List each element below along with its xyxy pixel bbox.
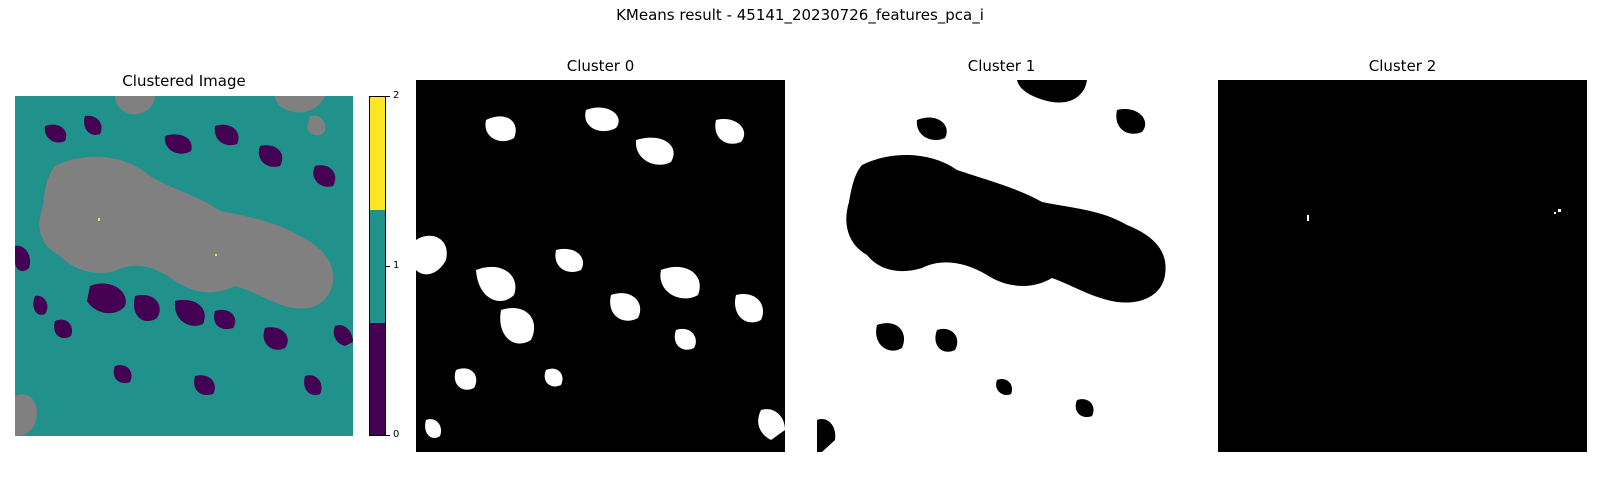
cluster-2-mask <box>1307 209 1561 221</box>
clustered-image-svg <box>15 96 353 436</box>
cluster-1-title: Cluster 1 <box>967 57 1036 75</box>
cluster-2-title: Cluster 2 <box>1368 57 1437 75</box>
colorbar-tick-2 <box>386 96 390 97</box>
colorbar-ticklabel-0: 0 <box>393 429 400 440</box>
colorbar-segment-1 <box>370 210 385 323</box>
cluster-2-plot <box>1218 80 1587 452</box>
colorbar-tick-0 <box>386 435 390 436</box>
clustered-image-title: Clustered Image <box>122 72 246 90</box>
cluster-1-plot <box>817 80 1186 452</box>
cluster-0-svg <box>416 107 785 440</box>
cluster-2-pixels <box>98 218 217 256</box>
masked-region <box>15 96 334 436</box>
cluster-2-svg <box>1307 209 1561 221</box>
clustered-image-plot <box>15 96 353 436</box>
cluster-0-plot <box>416 80 785 452</box>
colorbar-tick-1 <box>386 266 390 267</box>
colorbar-ticklabel-2: 2 <box>393 90 400 101</box>
cluster-1-inverse <box>817 80 1166 452</box>
colorbar-ticklabel-1: 1 <box>393 260 400 271</box>
figure-title: KMeans result - 45141_20230726_features_… <box>616 6 984 24</box>
cluster-1-svg <box>817 80 1166 452</box>
cluster-0-mask <box>416 107 785 440</box>
colorbar-segment-0 <box>370 323 385 435</box>
colorbar <box>369 96 386 436</box>
cluster-0-patches <box>15 115 353 396</box>
cluster-0-title: Cluster 0 <box>566 57 635 75</box>
colorbar-segment-2 <box>370 97 385 210</box>
